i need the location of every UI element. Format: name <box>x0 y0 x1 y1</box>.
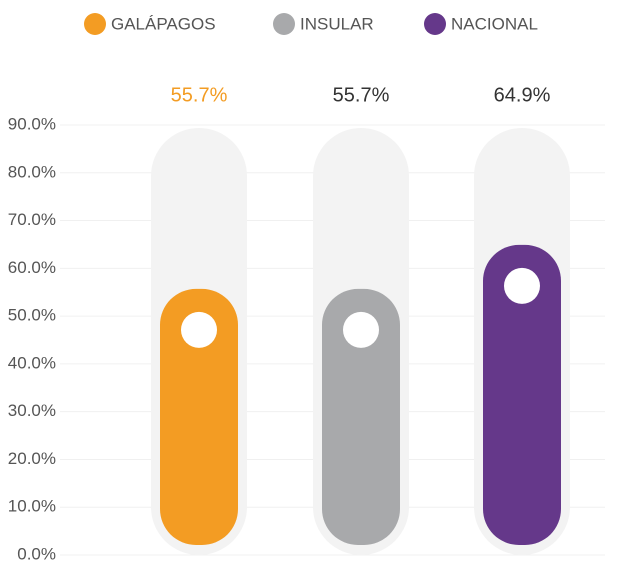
legend-label: GALÁPAGOS <box>111 14 216 33</box>
value-label: 55.7% <box>171 84 228 106</box>
bar-knob <box>343 311 379 348</box>
legend-swatch <box>84 13 106 35</box>
y-tick-label: 20.0% <box>8 449 56 468</box>
y-tick-label: 70.0% <box>8 210 56 229</box>
value-label: 64.9% <box>494 84 551 106</box>
bar <box>322 288 400 545</box>
y-tick-label: 0.0% <box>17 544 56 563</box>
bar-knob <box>504 267 540 304</box>
bar <box>483 244 561 545</box>
bar-knob <box>181 311 217 348</box>
bar <box>160 288 238 545</box>
legend-swatch <box>424 13 446 35</box>
legend-label: INSULAR <box>300 14 374 33</box>
y-tick-label: 60.0% <box>8 258 56 277</box>
value-label: 55.7% <box>333 84 390 106</box>
y-tick-label: 50.0% <box>8 306 56 325</box>
y-tick-label: 80.0% <box>8 162 56 181</box>
y-tick-label: 30.0% <box>8 401 56 420</box>
y-tick-label: 10.0% <box>8 497 56 516</box>
y-tick-label: 90.0% <box>8 114 56 133</box>
y-tick-label: 40.0% <box>8 353 56 372</box>
legend-label: NACIONAL <box>451 14 538 33</box>
legend-swatch <box>273 13 295 35</box>
